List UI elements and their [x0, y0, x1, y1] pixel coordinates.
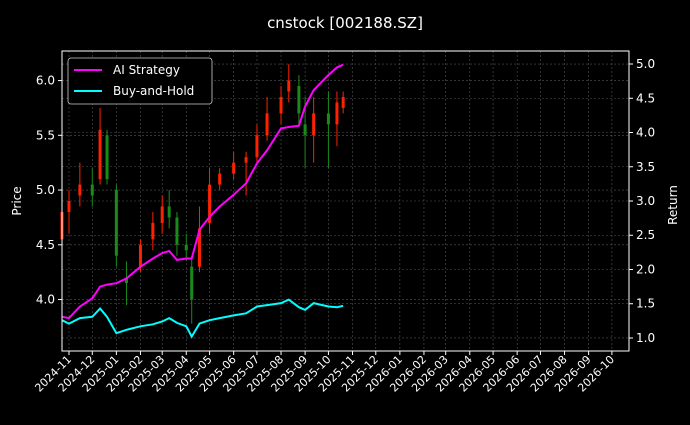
y-tick-label-right: 1.5 — [636, 297, 655, 311]
candle-body — [138, 244, 142, 267]
y-axis-left-label: Price — [10, 186, 24, 215]
candle-body — [190, 266, 194, 300]
candle-body — [151, 222, 155, 240]
candle-body — [124, 277, 128, 284]
candle-body — [287, 80, 291, 92]
candle-body — [312, 113, 316, 136]
chart-title: cnstock [002188.SZ] — [267, 14, 423, 32]
y-tick-label-left: 5.5 — [36, 128, 55, 142]
legend-box — [67, 57, 213, 105]
legend-buyhold-label: Buy-and-Hold — [113, 84, 194, 98]
y-tick-label-right: 4.5 — [636, 91, 655, 105]
candle-body — [232, 162, 236, 174]
y-tick-label-right: 4.0 — [636, 126, 655, 140]
buy-and-hold-line — [61, 298, 344, 339]
candle-body — [78, 184, 82, 196]
candle-body — [255, 135, 259, 158]
candle-body — [98, 129, 102, 180]
y-tick-label-left: 6.0 — [36, 74, 55, 88]
y-tick-label-right: 3.5 — [636, 160, 655, 174]
candle-body — [114, 190, 118, 256]
y-tick-label-left: 5.0 — [36, 183, 55, 197]
candle-body — [335, 102, 339, 125]
candle-body — [279, 96, 283, 114]
candle-body — [265, 113, 269, 136]
candle-body — [175, 217, 179, 245]
candle-body — [244, 157, 248, 163]
candle-body — [160, 206, 164, 223]
y-tick-label-right: 5.0 — [636, 57, 655, 71]
y-tick-label-left: 4.0 — [36, 293, 55, 307]
y-tick-label-right: 3.0 — [636, 194, 655, 208]
legend: AI Strategy Buy-and-Hold — [67, 57, 213, 105]
candle-body — [208, 184, 212, 223]
y-axis-left: 4.0 4.5 5.0 5.5 6.0 — [36, 74, 62, 307]
x-axis: 2024-112024-122025-012025-022025-032025-… — [32, 351, 617, 395]
candle-body — [341, 96, 345, 108]
candle-body — [67, 201, 71, 212]
y-tick-label-right: 2.0 — [636, 262, 655, 276]
series-lines — [61, 63, 344, 339]
candles — [60, 64, 345, 324]
candle-body — [167, 206, 171, 218]
candle-body — [197, 228, 201, 267]
candle-body — [218, 173, 222, 185]
y-tick-label-right: 1.0 — [636, 331, 655, 345]
candle-body — [297, 86, 301, 114]
candle-body — [184, 244, 188, 251]
candle-body — [105, 135, 109, 180]
ai-strategy-line — [61, 63, 344, 320]
candle-body — [90, 184, 94, 196]
y-tick-label-left: 4.5 — [36, 238, 55, 252]
legend-strategy-label: AI Strategy — [113, 63, 180, 77]
y-axis-right-label: Return — [666, 185, 680, 225]
candle-body — [326, 113, 330, 125]
y-axis-right: 1.0 1.5 2.0 2.5 3.0 3.5 4.0 4.5 5.0 — [629, 57, 655, 345]
y-tick-label-right: 2.5 — [636, 228, 655, 242]
candle-body — [303, 124, 307, 136]
